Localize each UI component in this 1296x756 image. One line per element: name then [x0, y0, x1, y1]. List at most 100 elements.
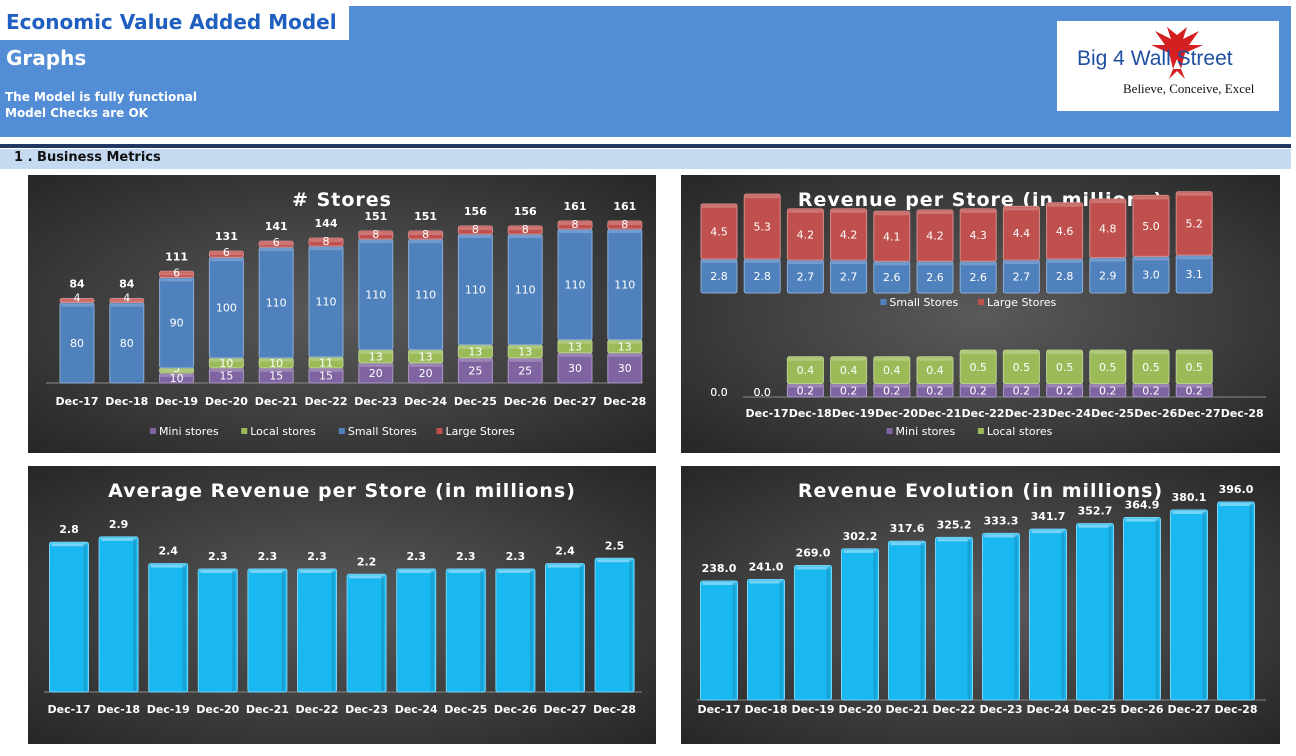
data-label: 0.5 — [1185, 361, 1203, 374]
stores-category-label: Dec-21 — [255, 395, 298, 408]
data-label: 0.5 — [1142, 361, 1160, 374]
mini-stores-bar-highlight — [788, 384, 823, 388]
legend-marker — [880, 299, 887, 305]
revenue-bar — [148, 563, 189, 693]
local-stores-bar-highlight — [409, 350, 442, 354]
total-label: 161 — [564, 200, 587, 213]
data-label: 8 — [372, 228, 379, 241]
chart-stores: # Stores 0080484008048410590611115101006… — [28, 175, 656, 453]
data-label: 0.2 — [840, 384, 858, 397]
eagle-icon — [1151, 27, 1203, 79]
mini-stores-bar-highlight — [1134, 384, 1168, 388]
data-label: 2.9 — [109, 518, 129, 531]
stores-category-label: Dec-19 — [155, 395, 198, 408]
large-stores-bar-highlight — [559, 222, 591, 225]
large-stores-bar-highlight — [359, 232, 392, 236]
data-label: 2.4 — [158, 545, 178, 558]
data-label: 317.6 — [890, 522, 925, 535]
revenue-bar — [935, 536, 973, 701]
revenue-bar-shade — [579, 565, 583, 691]
stores-category-label: Dec-26 — [504, 395, 547, 408]
large-stores-bar-highlight — [459, 227, 492, 231]
large-stores-bar — [700, 203, 738, 260]
revenue-per-store-category-label: Dec-21 — [918, 407, 961, 420]
mini-stores-bar-highlight — [608, 353, 641, 357]
local-stores-bar-highlight — [210, 358, 243, 362]
local-stores-bar-highlight — [509, 345, 542, 349]
small-stores-bar-highlight — [1177, 256, 1212, 260]
data-label: 352.7 — [1078, 505, 1113, 518]
revenue-bar-highlight — [200, 569, 236, 573]
data-label: 2.4 — [555, 545, 575, 558]
large-stores-bar — [1089, 198, 1127, 259]
mini-stores-bar-highlight — [210, 368, 243, 372]
data-label: 4 — [74, 292, 81, 305]
data-label: 20 — [369, 367, 383, 380]
data-label: 2.3 — [208, 550, 228, 563]
revenue-per-store-category-label: Dec-28 — [1221, 407, 1264, 420]
revenue-category-label: Dec-21 — [886, 703, 929, 716]
data-label: 110 — [465, 283, 486, 296]
small-stores-bar-highlight — [961, 262, 996, 266]
data-label: 2.8 — [59, 523, 79, 536]
revenue-bar — [545, 563, 585, 693]
local-stores-bar-highlight — [359, 350, 392, 354]
revenue-category-label: Dec-21 — [246, 703, 289, 716]
data-label: 5 — [173, 362, 180, 375]
large-stores-bar-highlight — [409, 232, 442, 236]
legend-item: Large Stores — [987, 296, 1057, 309]
data-label: 3.0 — [1142, 269, 1160, 282]
data-label: 2.9 — [1099, 269, 1117, 282]
page-subtitle: Graphs — [6, 46, 87, 70]
revenue-bar-shade — [1249, 504, 1253, 699]
data-label: 8 — [522, 223, 529, 236]
revenue-category-label: Dec-26 — [1121, 703, 1164, 716]
large-stores-bar-highlight — [1134, 196, 1168, 200]
revenue-bar-highlight — [1078, 524, 1112, 528]
small-stores-bar-highlight — [160, 278, 193, 282]
revenue-bar-shade — [826, 567, 830, 699]
revenue-bar-highlight — [702, 582, 736, 585]
data-label: 15 — [319, 369, 333, 382]
large-stores-bar — [959, 208, 997, 262]
large-stores-bar-highlight — [788, 209, 823, 213]
revenue-bar-shade — [1108, 525, 1112, 699]
legend-marker — [241, 428, 248, 434]
revenue-bar-highlight — [1031, 530, 1065, 534]
revenue-bar-highlight — [150, 564, 186, 568]
large-stores-bar-highlight — [509, 227, 542, 231]
large-stores-bar-highlight — [110, 299, 143, 303]
revenue-bar-shade — [873, 550, 877, 699]
data-label: 4.8 — [1099, 222, 1117, 235]
data-label: 0.5 — [1013, 361, 1031, 374]
data-label: 0.5 — [969, 361, 987, 374]
data-label: 6 — [173, 266, 180, 279]
revenue-category-label: Dec-19 — [792, 703, 835, 716]
data-label: 0.4 — [797, 364, 815, 377]
revenue-bar — [396, 568, 437, 693]
revenue-bar-highlight — [890, 542, 924, 546]
local-stores-bar-highlight — [1004, 351, 1039, 355]
mini-stores-bar-highlight — [310, 368, 342, 372]
data-label: 2.3 — [258, 550, 278, 563]
mini-stores-bar-highlight — [160, 373, 193, 377]
revenue-bar-shade — [1061, 531, 1065, 699]
revenue-category-label: Dec-17 — [698, 703, 741, 716]
revenue-bar-highlight — [796, 566, 830, 570]
data-label: 8 — [472, 223, 479, 236]
revenue-bar — [1123, 517, 1161, 701]
stores-category-label: Dec-18 — [105, 395, 148, 408]
revenue-category-label: Dec-17 — [48, 703, 91, 716]
revenue-bar — [1217, 501, 1255, 701]
legend-item: Small Stores — [889, 296, 958, 309]
mini-stores-bar-highlight — [509, 358, 542, 362]
data-label: 2.3 — [456, 550, 476, 563]
large-stores-bar — [1002, 205, 1040, 261]
data-label: 20 — [419, 367, 433, 380]
data-label: 110 — [565, 278, 586, 291]
chart-title: Average Revenue per Store (in millions) — [108, 480, 576, 502]
average-revenue-chart-svg: 2.8 2.9 2.4 2.3 2.3 2.3 2.2 2.3 2.3 2.3 2.4 2.5 Dec-… — [44, 518, 642, 716]
small-stores-bar-highlight — [409, 240, 442, 244]
total-label: 151 — [414, 210, 437, 223]
mini-stores-bar-highlight — [359, 363, 392, 367]
